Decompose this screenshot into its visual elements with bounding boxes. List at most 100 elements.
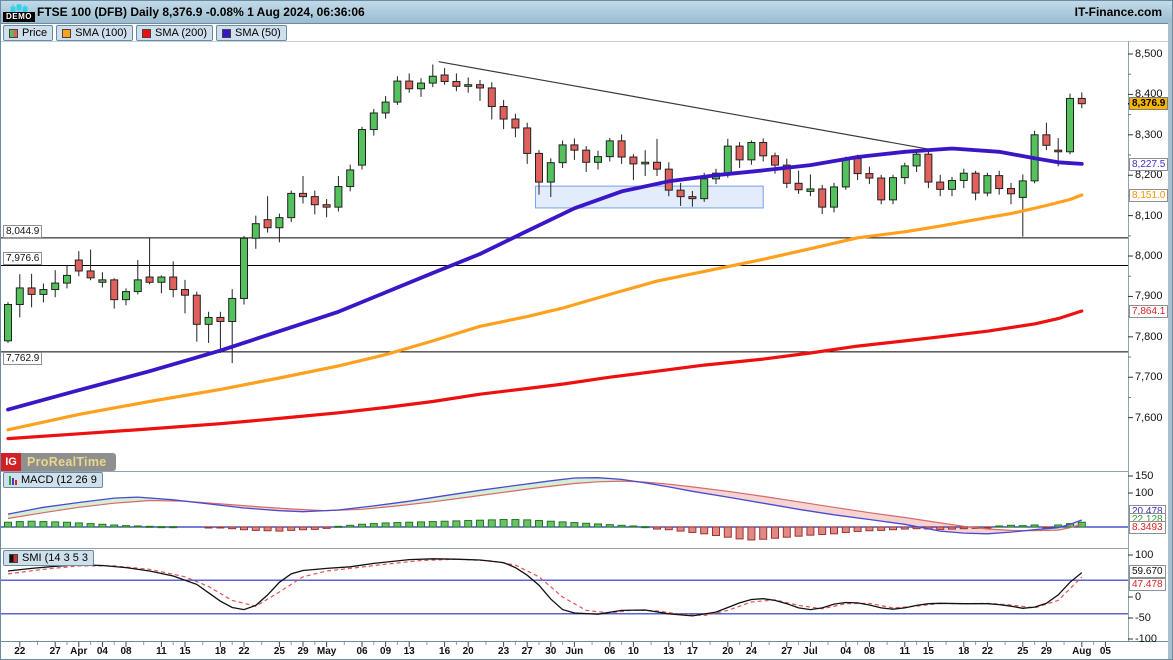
macd-fill bbox=[786, 500, 799, 510]
candle-body bbox=[1007, 188, 1015, 195]
macd-histogram-bar bbox=[358, 523, 366, 528]
price-scale[interactable] bbox=[1128, 41, 1168, 641]
macd-fill bbox=[869, 512, 882, 522]
candle-body bbox=[688, 196, 697, 200]
macd-fill bbox=[857, 510, 870, 520]
macd-fill bbox=[798, 501, 811, 512]
macd-histogram-bar bbox=[499, 519, 508, 528]
candle-body bbox=[936, 181, 945, 190]
sma100-swatch-icon bbox=[62, 28, 72, 38]
macd-histogram-bar bbox=[287, 526, 296, 531]
macd-histogram-bar bbox=[417, 521, 425, 528]
macd-fill bbox=[881, 514, 893, 523]
legend-label: SMA (50) bbox=[235, 27, 281, 39]
smi-icon bbox=[9, 553, 18, 563]
hline-label-2: 7,976.6 bbox=[3, 252, 43, 265]
hline-label-3: 7,762.9 bbox=[3, 352, 43, 365]
macd-histogram-bar bbox=[27, 520, 36, 528]
smi-value-label: 59.670 bbox=[1129, 565, 1166, 578]
macd-histogram-bar bbox=[405, 521, 414, 528]
macd-histogram-bar bbox=[169, 526, 178, 529]
candle-body bbox=[582, 149, 591, 163]
macd-histogram-bar bbox=[629, 525, 638, 528]
candle-body bbox=[322, 204, 331, 208]
macd-histogram-bar bbox=[428, 521, 437, 528]
macd-fill bbox=[562, 478, 575, 485]
candle-body bbox=[971, 172, 980, 194]
legend-chip-sma50[interactable]: SMA (50) bbox=[216, 25, 287, 41]
candle-body bbox=[334, 186, 343, 208]
candle-body bbox=[771, 155, 779, 166]
legend-label: SMA (200) bbox=[155, 27, 207, 39]
sma100-value-label: 8,151.0 bbox=[1129, 189, 1169, 202]
smi-indicator-chip[interactable]: SMI (14 3 5 3 bbox=[3, 550, 95, 566]
sma50-swatch-icon bbox=[222, 28, 231, 38]
candle-body bbox=[228, 297, 237, 322]
macd-histogram-bar bbox=[381, 522, 390, 528]
candle-body bbox=[39, 289, 48, 295]
macd-fill bbox=[126, 497, 138, 503]
candle-body bbox=[393, 80, 402, 103]
legend-chip-sma200[interactable]: SMA (200) bbox=[136, 25, 213, 41]
macd-histogram-bar bbox=[676, 526, 685, 532]
macd-fill bbox=[586, 477, 598, 483]
candle-body bbox=[830, 186, 838, 208]
candle-body bbox=[63, 274, 71, 284]
macd-histogram-bar bbox=[723, 526, 732, 538]
macd-histogram-bar bbox=[523, 519, 532, 528]
macd-histogram-bar bbox=[936, 526, 945, 530]
macd-histogram-bar bbox=[346, 524, 355, 528]
candle-body bbox=[806, 188, 815, 192]
time-scale[interactable] bbox=[1, 642, 1128, 659]
macd-histogram-bar bbox=[995, 525, 1004, 528]
macd-histogram-bar bbox=[735, 526, 744, 540]
candle-body bbox=[841, 158, 850, 188]
candle-body bbox=[27, 287, 36, 295]
macd-histogram-bar bbox=[818, 526, 827, 535]
macd-fill bbox=[893, 515, 905, 525]
legend-chip-sma100[interactable]: SMA (100) bbox=[56, 25, 134, 41]
macd-histogram-bar bbox=[476, 519, 484, 528]
legend-chip-price[interactable]: Price bbox=[3, 25, 54, 41]
support-zone-rect bbox=[534, 185, 764, 209]
candle-body bbox=[546, 162, 555, 183]
macd-indicator-chip[interactable]: MACD (12 26 9 bbox=[3, 472, 103, 488]
macd-histogram-bar bbox=[464, 520, 473, 528]
candle-body bbox=[157, 276, 166, 283]
chart-title: FTSE 100 (DFB) Daily 8,376.9 -0.08% 1 Au… bbox=[37, 5, 365, 19]
candle-body bbox=[417, 82, 425, 90]
candle-body bbox=[122, 291, 130, 301]
macd-histogram-bar bbox=[157, 526, 166, 529]
macd-histogram-bar bbox=[240, 526, 248, 531]
sma200-line bbox=[6, 309, 1084, 441]
candle-body bbox=[676, 189, 685, 198]
macd-histogram-bar bbox=[653, 526, 661, 530]
macd-histogram-bar bbox=[440, 520, 449, 528]
legend-label: SMA (100) bbox=[75, 27, 128, 39]
macd-histogram-bar bbox=[51, 521, 60, 528]
candle-body bbox=[1066, 97, 1074, 153]
macd-histogram-bar bbox=[712, 526, 720, 536]
macd-histogram-bar bbox=[251, 526, 260, 531]
macd-histogram-bar bbox=[782, 526, 791, 538]
candle-body bbox=[759, 141, 768, 157]
source-link[interactable]: IT-Finance.com bbox=[1074, 5, 1162, 19]
macd-histogram-bar bbox=[594, 523, 602, 528]
macd-histogram-bar bbox=[122, 525, 130, 528]
candle-body bbox=[794, 182, 803, 191]
macd-fill bbox=[574, 477, 587, 484]
prorealtime-logo[interactable]: IG ProRealTime bbox=[1, 453, 116, 471]
macd-histogram-bar bbox=[794, 526, 803, 537]
macd-histogram-bar bbox=[1042, 526, 1051, 529]
macd-histogram-bar bbox=[1018, 525, 1027, 528]
candle-body bbox=[723, 145, 732, 174]
macd-fill bbox=[114, 497, 126, 504]
macd-histogram-bar bbox=[39, 521, 48, 528]
sma200-swatch-icon bbox=[142, 28, 152, 38]
candle-body bbox=[818, 188, 827, 208]
candle-body bbox=[983, 175, 992, 194]
macd-histogram-bar bbox=[334, 525, 343, 528]
candle-body bbox=[263, 219, 272, 229]
candle-body bbox=[98, 279, 107, 283]
